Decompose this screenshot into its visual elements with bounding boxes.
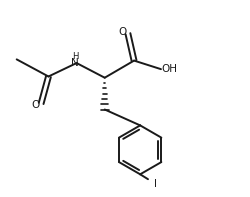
Text: O: O <box>31 100 39 110</box>
Text: I: I <box>153 179 156 189</box>
Text: O: O <box>118 27 126 37</box>
Text: OH: OH <box>161 64 177 74</box>
Text: H: H <box>72 52 78 61</box>
Text: N: N <box>71 58 79 68</box>
